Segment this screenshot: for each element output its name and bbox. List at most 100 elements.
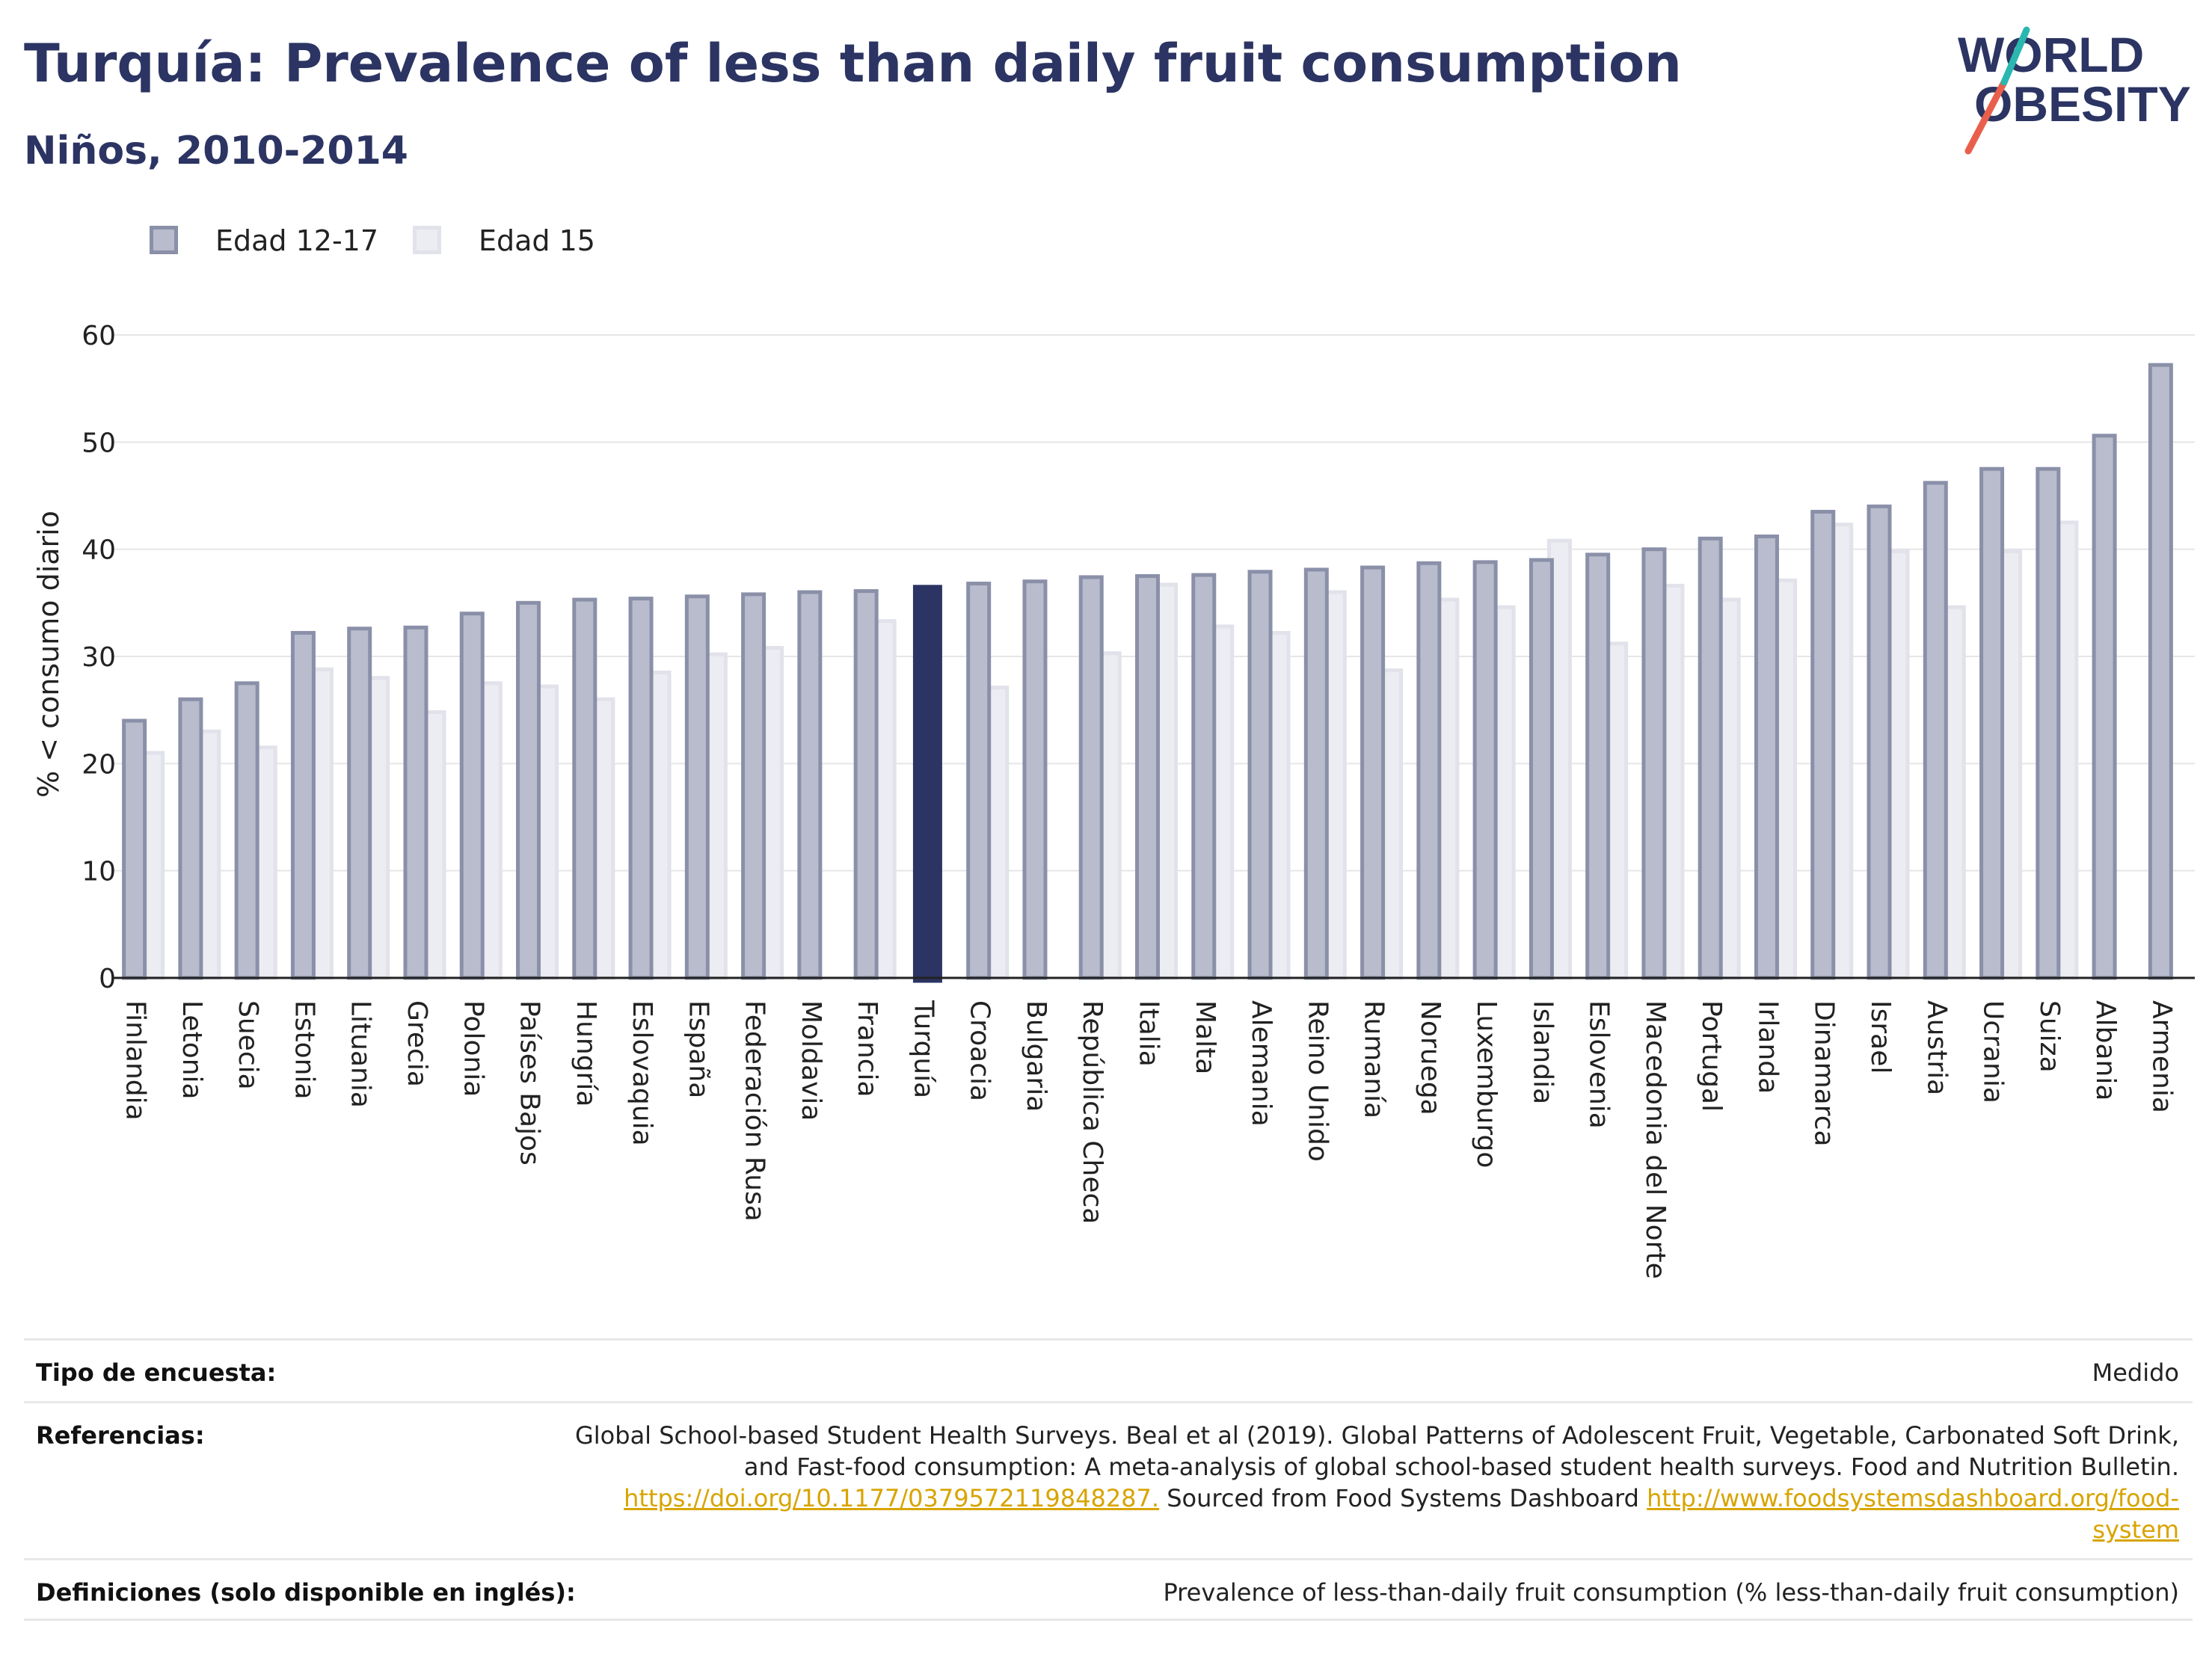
legend-swatch-edad-12-17 <box>150 226 178 254</box>
chart-subtitle: Niños, 2010-2014 <box>24 129 408 173</box>
bar-edad-12-17-republica-checa[interactable] <box>1078 575 1104 980</box>
y-axis-label: % < consumo diario <box>32 511 65 798</box>
y-tick-label: 0 <box>99 964 116 994</box>
bar-edad-12-17-turquia[interactable] <box>912 585 942 983</box>
x-tick-label-italia: Italia <box>1134 1000 1164 1067</box>
x-tick-label-portugal: Portugal <box>1696 1000 1727 1112</box>
x-tick-label-dinamarca: Dinamarca <box>1809 1000 1840 1147</box>
x-tick-label-estonia: Estonia <box>289 1000 319 1100</box>
x-tick-label-hungria: Hungría <box>571 1000 601 1106</box>
references-link-doi[interactable]: https://doi.org/10.1177/0379572119848287… <box>624 1484 1160 1512</box>
y-tick-label: 50 <box>82 428 116 458</box>
x-tick-label-armenia: Armenia <box>2146 1000 2177 1113</box>
bar-edad-12-17-suecia[interactable] <box>234 681 259 980</box>
legend-label-edad-15: Edad 15 <box>479 224 595 257</box>
info-row-definitions: Definiciones (solo disponible en inglés)… <box>24 1558 2193 1621</box>
bar-edad-12-17-croacia[interactable] <box>966 582 992 980</box>
bar-edad-12-17-islandia[interactable] <box>1529 558 1554 980</box>
x-tick-label-albania: Albania <box>2090 1000 2121 1101</box>
info-table: Tipo de encuesta: Medido Referencias: Gl… <box>24 1338 2193 1621</box>
bar-edad-12-17-portugal[interactable] <box>1698 536 1723 980</box>
logo-slash-teal <box>2000 26 2030 86</box>
bar-edad-12-17-armenia[interactable] <box>2148 363 2173 980</box>
bar-edad-12-17-lituania[interactable] <box>347 627 372 980</box>
x-tick-label-turquia: Turquía <box>908 1000 938 1098</box>
x-tick-label-federacion-rusa: Federación Rusa <box>740 1000 770 1222</box>
x-tick-label-bulgaria: Bulgaria <box>1021 1000 1051 1112</box>
x-tick-label-paises-bajos: Países Bajos <box>514 1000 545 1166</box>
bar-edad-12-17-bulgaria[interactable] <box>1022 579 1048 980</box>
info-row-survey-type: Tipo de encuesta: Medido <box>24 1338 2193 1401</box>
x-tick-label-alemania: Alemania <box>1246 1000 1276 1127</box>
x-tick-label-islandia: Islandia <box>1527 1000 1558 1104</box>
x-tick-label-irlanda: Irlanda <box>1752 1000 1783 1094</box>
x-tick-label-macedonia-del-norte: Macedonia del Norte <box>1640 1000 1671 1279</box>
bar-edad-12-17-dinamarca[interactable] <box>1810 510 1836 980</box>
references-text-2: Sourced from Food Systems Dashboard <box>1159 1484 1647 1512</box>
y-tick-label: 40 <box>82 535 116 566</box>
x-tick-label-croacia: Croacia <box>965 1000 995 1101</box>
legend-label-edad-12-17: Edad 12-17 <box>215 224 379 257</box>
bar-edad-12-17-italia[interactable] <box>1135 574 1160 980</box>
x-tick-label-israel: Israel <box>1865 1000 1896 1074</box>
references-text-1: Global School-based Student Health Surve… <box>574 1421 2179 1481</box>
x-tick-label-luxemburgo: Luxemburgo <box>1471 1000 1502 1168</box>
x-tick-label-finlandia: Finlandia <box>120 1000 151 1121</box>
bar-edad-12-17-hungria[interactable] <box>572 597 597 980</box>
y-tick-label: 20 <box>82 749 116 780</box>
references-link-dashboard[interactable]: http://www.foodsystemsdashboard.org/food… <box>1647 1484 2179 1544</box>
survey-type-label: Tipo de encuesta: <box>36 1358 277 1387</box>
bar-edad-12-17-israel[interactable] <box>1867 504 1892 980</box>
bars <box>122 363 2173 983</box>
bar-edad-12-17-federacion-rusa[interactable] <box>741 592 766 980</box>
bar-edad-12-17-polonia[interactable] <box>459 612 485 980</box>
y-tick-label: 10 <box>82 857 116 887</box>
bar-edad-12-17-luxemburgo[interactable] <box>1472 560 1498 980</box>
bar-edad-12-17-macedonia-del-norte[interactable] <box>1641 547 1667 980</box>
bar-edad-12-17-francia[interactable] <box>853 589 879 980</box>
bar-edad-12-17-irlanda[interactable] <box>1754 534 1779 980</box>
bar-edad-12-17-alemania[interactable] <box>1247 570 1273 980</box>
info-row-references: Referencias: Global School-based Student… <box>24 1401 2193 1558</box>
x-tick-label-francia: Francia <box>852 1000 882 1098</box>
logo-slash-coral <box>1964 79 2008 155</box>
x-tick-label-eslovenia: Eslovenia <box>1584 1000 1615 1129</box>
bar-edad-12-17-estonia[interactable] <box>290 630 316 980</box>
bar-edad-12-17-noruega[interactable] <box>1416 561 1442 980</box>
x-tick-label-suecia: Suecia <box>233 1000 263 1090</box>
bar-edad-12-17-moldavia[interactable] <box>797 590 823 980</box>
bar-edad-12-17-espana[interactable] <box>684 594 710 980</box>
bar-edad-12-17-eslovenia[interactable] <box>1585 552 1611 980</box>
x-tick-label-grecia: Grecia <box>402 1000 432 1087</box>
bar-edad-12-17-reino-unido[interactable] <box>1303 567 1329 980</box>
bar-edad-12-17-paises-bajos[interactable] <box>516 600 541 980</box>
x-tick-label-ucrania: Ucrania <box>1978 1000 2009 1104</box>
bar-edad-12-17-grecia[interactable] <box>403 625 428 980</box>
bar-edad-12-17-finlandia[interactable] <box>122 718 147 980</box>
x-tick-label-republica-checa: República Checa <box>1077 1000 1107 1224</box>
references-label: Referencias: <box>36 1421 205 1450</box>
bar-edad-12-17-suiza[interactable] <box>2036 467 2061 980</box>
x-tick-label-letonia: Letonia <box>176 1000 207 1100</box>
x-tick-label-malta: Malta <box>1190 1000 1220 1074</box>
bar-edad-12-17-eslovaquia[interactable] <box>628 597 654 980</box>
bar-edad-12-17-letonia[interactable] <box>178 697 203 980</box>
bar-edad-12-17-austria[interactable] <box>1923 481 1948 980</box>
x-tick-label-suiza: Suiza <box>2034 1000 2065 1073</box>
chart-title: Turquía: Prevalence of less than daily f… <box>24 33 1682 94</box>
y-tick-label: 60 <box>82 321 116 351</box>
axes: 0 10 20 30 40 50 60 Finlandia Letonia Suecia Eston… <box>82 321 2195 1279</box>
bar-edad-12-17-malta[interactable] <box>1191 573 1217 980</box>
legend-swatch-edad-15 <box>413 226 441 254</box>
x-tick-label-rumania: Rumanía <box>1359 1000 1389 1118</box>
x-tick-label-noruega: Noruega <box>1415 1000 1446 1115</box>
x-tick-label-lituania: Lituania <box>345 1000 376 1108</box>
definitions-label: Definiciones (solo disponible en inglés)… <box>36 1578 576 1607</box>
bar-edad-12-17-albania[interactable] <box>2092 434 2117 980</box>
x-tick-label-moldavia: Moldavia <box>796 1000 826 1121</box>
bar-chart: 0 10 20 30 40 50 60 Finlandia Letonia Suecia Eston… <box>32 321 2195 1279</box>
logo-line1: WORLD <box>1958 27 2144 82</box>
bar-edad-12-17-rumania[interactable] <box>1360 565 1386 980</box>
x-tick-label-polonia: Polonia <box>458 1000 488 1097</box>
bar-edad-12-17-ucrania[interactable] <box>1979 467 2005 980</box>
